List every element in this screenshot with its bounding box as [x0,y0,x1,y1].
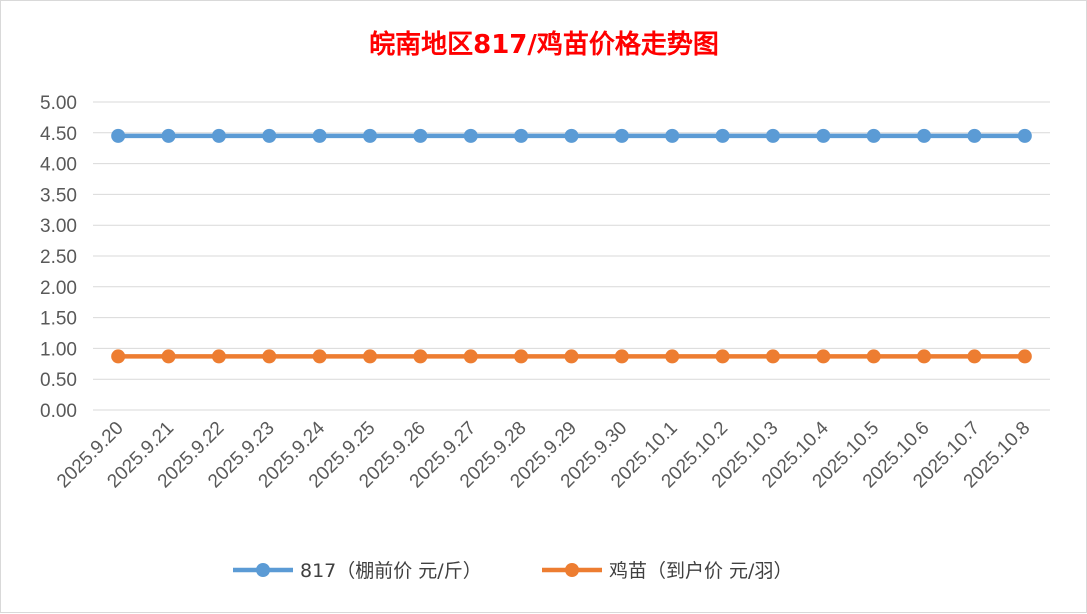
y-tick-label: 3.00 [40,216,77,237]
data-point [614,349,629,364]
legend-item-2: 鸡苗（到户价 元/羽） [542,560,792,582]
data-point [917,349,932,364]
legend-label: 鸡苗（到户价 元/羽） [609,560,792,582]
data-point [312,349,327,364]
data-point [665,128,680,143]
data-point [1017,349,1032,364]
data-point [967,349,982,364]
y-tick-label: 2.50 [40,247,77,268]
y-tick-label: 4.00 [40,155,77,176]
legend: 817（棚前价 元/斤） 鸡苗（到户价 元/羽） [233,560,792,582]
data-point [917,128,932,143]
y-tick-label: 0.00 [40,401,77,422]
y-tick-label: 1.00 [40,339,77,360]
y-tick-label: 4.50 [40,124,77,145]
legend-swatch-marker [256,563,270,577]
y-axis-ticks: 0.00 0.50 1.00 1.50 2.00 2.50 3.00 3.50 4.00 4.50… [40,93,77,422]
y-tick-label: 0.50 [40,370,77,391]
data-point [463,128,478,143]
data-point [866,128,881,143]
data-point [765,349,780,364]
data-point [413,349,428,364]
data-point [564,128,579,143]
data-point [111,128,126,143]
legend-swatch-marker [565,563,579,577]
series-lines [111,128,1032,364]
data-point [715,349,730,364]
y-tick-label: 1.50 [40,309,77,330]
data-point [363,128,378,143]
series-2 [111,349,1032,364]
data-point [363,349,378,364]
data-point [514,128,529,143]
chart-title: 皖南地区817/鸡苗价格走势图 [369,29,719,60]
data-point [816,349,831,364]
y-tick-label: 5.00 [40,93,77,114]
data-point [413,128,428,143]
data-point [816,128,831,143]
data-point [564,349,579,364]
data-point [262,349,277,364]
legend-item-1: 817（棚前价 元/斤） [233,560,482,582]
data-point [866,349,881,364]
data-point [161,349,176,364]
data-point [1017,128,1032,143]
data-point [463,349,478,364]
data-point [614,128,629,143]
data-point [262,128,277,143]
data-point [715,128,730,143]
data-point [211,128,226,143]
data-point [211,349,226,364]
y-tick-label: 2.00 [40,278,77,299]
gridlines [93,101,1050,411]
legend-label: 817（棚前价 元/斤） [300,560,482,582]
data-point [111,349,126,364]
data-point [514,349,529,364]
data-point [161,128,176,143]
data-point [967,128,982,143]
series-1 [111,128,1032,143]
data-point [312,128,327,143]
y-tick-label: 3.50 [40,185,77,206]
data-point [765,128,780,143]
x-axis-ticks: 2025.9.202025.9.212025.9.222025.9.232025… [53,417,1034,492]
data-point [665,349,680,364]
